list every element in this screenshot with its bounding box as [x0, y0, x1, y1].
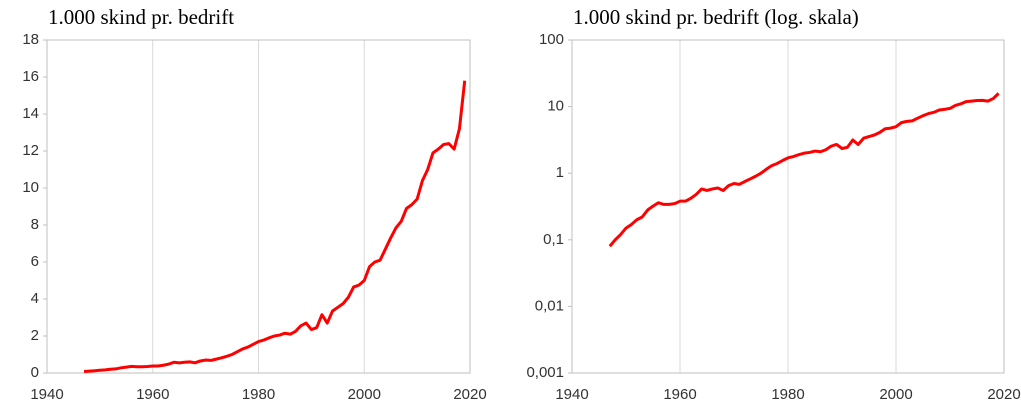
chart-title: 1.000 skind pr. bedrift — [48, 5, 234, 29]
x-tick-label: 1940 — [30, 386, 63, 403]
x-tick-label: 1980 — [242, 386, 275, 403]
x-tick-label: 2020 — [987, 386, 1020, 403]
x-tick-label: 1980 — [771, 386, 804, 403]
y-tick-label: 8 — [31, 216, 39, 233]
y-tick-label: 10 — [22, 179, 39, 196]
y-tick-label: 0 — [31, 364, 39, 381]
y-tick-label: 0,1 — [543, 231, 564, 248]
x-tick-label: 1960 — [663, 386, 696, 403]
series-line — [83, 80, 467, 374]
y-tick-label: 18 — [22, 31, 39, 48]
y-tick-label: 2 — [31, 327, 39, 344]
x-tick-label: 2000 — [879, 386, 912, 403]
x-tick-label: 2000 — [348, 386, 381, 403]
y-tick-label: 10 — [547, 98, 564, 115]
y-tick-label: 4 — [31, 290, 39, 307]
y-tick-label: 16 — [22, 68, 39, 85]
x-tick-label: 1960 — [136, 386, 169, 403]
y-tick-label: 0,01 — [535, 297, 564, 314]
plot-frame — [46, 39, 471, 374]
chart-title: 1.000 skind pr. bedrift (log. skala) — [573, 5, 859, 29]
y-tick-label: 1 — [556, 164, 564, 181]
plot-frame — [571, 39, 1005, 374]
y-tick-label: 12 — [22, 142, 39, 159]
y-tick-label: 0,001 — [526, 364, 564, 381]
x-tick-label: 1940 — [555, 386, 588, 403]
series-line — [608, 92, 1000, 248]
x-tick-label: 2020 — [453, 386, 486, 403]
y-tick-label: 14 — [22, 105, 39, 122]
y-tick-label: 100 — [539, 31, 564, 48]
y-tick-label: 6 — [31, 253, 39, 270]
